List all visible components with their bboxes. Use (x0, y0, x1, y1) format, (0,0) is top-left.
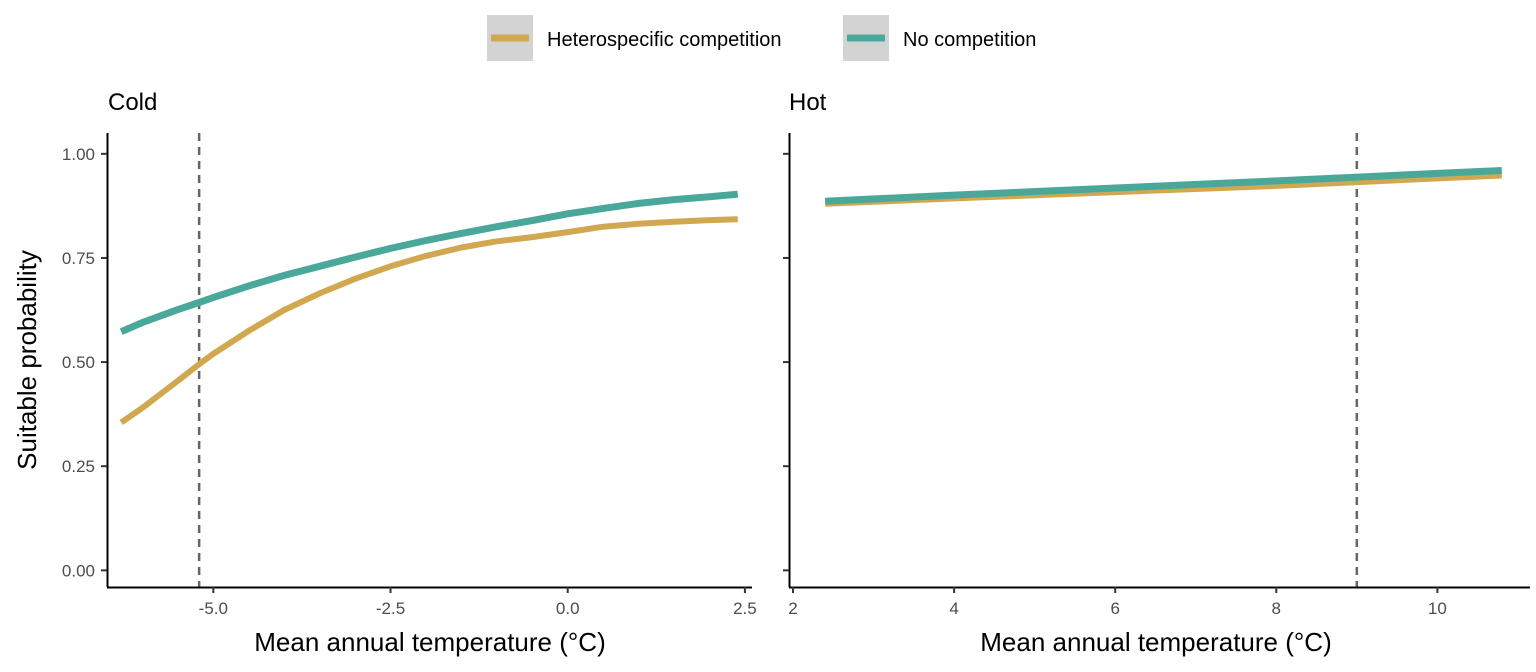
cold-series-group (119, 190, 739, 425)
legend-label-no-competition: No competition (903, 29, 1036, 51)
hot-series-group (825, 167, 1502, 207)
cold-series-heterospecific-competition (119, 216, 738, 425)
legend: Heterospecific competition No competitio… (487, 15, 1036, 61)
y-axis-title: Suitable probability (12, 250, 42, 470)
legend-label-heterospecific: Heterospecific competition (547, 29, 782, 51)
panel-title-cold: Cold (108, 89, 157, 116)
hot-x-tick-label: 8 (1272, 599, 1281, 618)
hot-series-no-competition (825, 167, 1502, 205)
cold-y-tick-label: 0.50 (62, 353, 95, 372)
hot-x-tick-label: 10 (1428, 599, 1447, 618)
cold-y-ticks: 0.00 0.25 0.50 0.75 1.00 (62, 145, 107, 580)
hot-y-ticks (783, 152, 789, 572)
cold-series-no-competition (119, 190, 739, 335)
cold-x-tick-label: -2.5 (376, 599, 405, 618)
cold-x-tick-label: 2.5 (733, 599, 757, 618)
cold-x-tick-label: 0.0 (556, 599, 580, 618)
panel-cold: Cold 0.00 0.25 0.50 0.75 1.00 -5.0 -2.5 0.0 2.5… (62, 89, 757, 657)
cold-x-tick-label: -5.0 (199, 599, 228, 618)
hot-x-tick-label: 4 (949, 599, 958, 618)
cold-x-ticks: -5.0 -2.5 0.0 2.5 (199, 587, 757, 618)
hot-x-tick-label: 6 (1110, 599, 1119, 618)
cold-y-tick-label: 0.75 (62, 249, 95, 268)
hot-x-ticks: 2 4 6 8 10 (788, 587, 1447, 618)
cold-y-tick-label: 0.25 (62, 457, 95, 476)
x-axis-title-hot: Mean annual temperature (°C) (980, 627, 1331, 657)
panel-hot: Hot 2 4 6 8 10 Mean annual temperature (°C) (783, 89, 1530, 657)
legend-entry-no-competition: No competition (843, 15, 1036, 61)
hot-x-tick-label: 2 (788, 599, 797, 618)
cold-y-tick-label: 0.00 (62, 561, 95, 580)
cold-y-tick-label: 1.00 (62, 145, 95, 164)
legend-entry-heterospecific: Heterospecific competition (487, 15, 782, 61)
x-axis-title-cold: Mean annual temperature (°C) (254, 627, 605, 657)
panel-title-hot: Hot (789, 89, 827, 116)
